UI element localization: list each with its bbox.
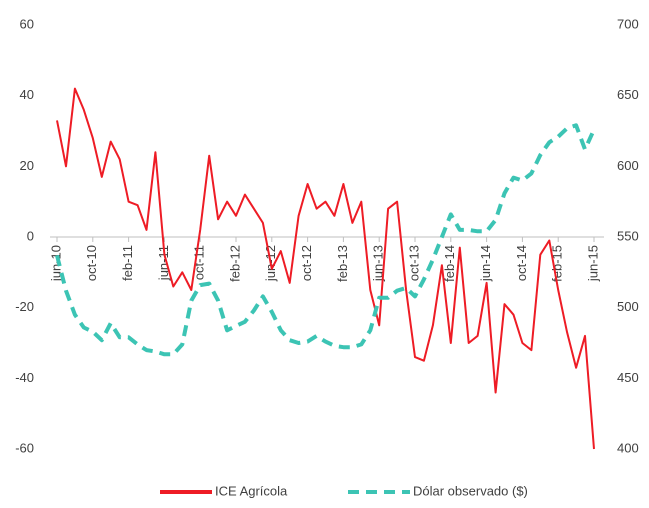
y-tick-label: 60: [20, 16, 34, 31]
legend-label: Dólar observado ($): [413, 483, 528, 498]
x-tick-label: jun-13: [371, 245, 386, 282]
x-tick-label: feb-14: [442, 245, 457, 282]
x-tick-label: oct-12: [299, 245, 314, 281]
x-tick-label: jun-14: [478, 245, 493, 282]
x-tick-label: oct-13: [406, 245, 421, 281]
x-tick-label: feb-15: [550, 245, 565, 282]
y-tick-label: -40: [15, 370, 34, 385]
y-tick-label: -60: [15, 440, 34, 455]
y2-tick-label: 700: [617, 16, 639, 31]
x-tick-label: jun-11: [156, 245, 171, 281]
y2-tick-label: 400: [617, 440, 639, 455]
y2-tick-label: 450: [617, 370, 639, 385]
y-tick-label: 20: [20, 158, 34, 173]
y2-tick-label: 650: [617, 87, 639, 102]
x-tick-label: jun-15: [585, 245, 600, 282]
x-tick-label: oct-14: [514, 245, 529, 281]
y-tick-label: 40: [20, 87, 34, 102]
x-tick-label: oct-11: [192, 245, 207, 280]
y2-tick-label: 550: [617, 228, 639, 243]
series-line: [56, 87, 595, 450]
x-tick-label: oct-10: [84, 245, 99, 281]
y-tick-label: 0: [27, 228, 34, 243]
y2-tick-label: 600: [617, 158, 639, 173]
y2-tick-label: 500: [617, 299, 639, 314]
y-tick-label: -20: [15, 299, 34, 314]
legend-label: ICE Agrícola: [215, 483, 288, 498]
x-tick-label: jun-10: [48, 245, 63, 282]
x-tick-label: feb-13: [335, 245, 350, 282]
x-tick-label: feb-12: [227, 245, 242, 282]
x-tick-label: feb-11: [120, 245, 135, 281]
series-line: [55, 123, 596, 357]
